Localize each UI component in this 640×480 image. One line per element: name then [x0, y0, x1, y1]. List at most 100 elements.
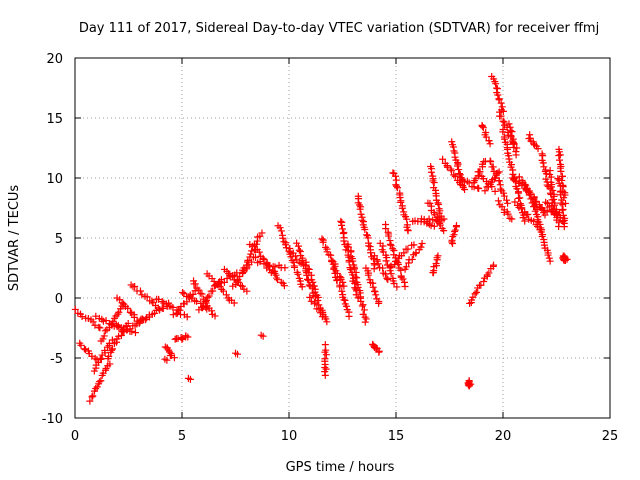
data-point — [387, 270, 395, 278]
data-point — [538, 226, 546, 234]
data-point — [404, 245, 412, 253]
data-point — [430, 222, 438, 230]
data-point — [375, 347, 383, 355]
data-point — [449, 240, 457, 248]
data-point — [345, 243, 353, 251]
y-tick-label: -10 — [42, 412, 63, 427]
data-point — [449, 143, 457, 151]
data-point — [448, 138, 456, 146]
data-point — [495, 177, 503, 185]
data-point — [437, 212, 445, 220]
data-point — [451, 226, 459, 234]
data-point — [559, 211, 567, 219]
data-point — [396, 194, 404, 202]
data-point — [351, 273, 359, 281]
data-point — [196, 289, 204, 297]
data-point — [408, 255, 416, 263]
data-point — [131, 283, 139, 291]
data-point — [549, 186, 557, 194]
data-point — [401, 282, 409, 290]
data-point — [218, 285, 226, 293]
data-point — [386, 240, 394, 248]
data-point — [204, 293, 212, 301]
data-point — [361, 318, 369, 326]
data-point — [417, 243, 425, 251]
data-point — [259, 332, 267, 340]
data-point — [385, 232, 393, 240]
data-point — [533, 203, 541, 211]
data-point — [510, 176, 518, 184]
data-point — [342, 302, 350, 310]
data-point — [234, 350, 241, 358]
data-point — [259, 254, 267, 262]
tick-labels: 0 5 10 15 20 25 -10 -5 0 5 10 15 20 — [42, 52, 619, 444]
data-point — [490, 261, 498, 269]
data-point — [524, 210, 532, 218]
data-point — [93, 383, 101, 391]
data-point — [256, 258, 264, 266]
y-tick-label: 15 — [46, 112, 63, 127]
data-point — [433, 213, 441, 221]
data-point — [252, 240, 260, 248]
data-point — [340, 282, 348, 290]
data-point — [397, 273, 405, 281]
data-point — [108, 336, 116, 344]
data-point — [95, 323, 103, 331]
data-point — [494, 91, 502, 99]
data-point — [105, 324, 113, 332]
data-point — [497, 185, 505, 193]
data-point — [479, 124, 487, 132]
data-point — [365, 242, 373, 250]
data-point — [537, 204, 545, 212]
data-point — [238, 282, 246, 290]
data-point — [544, 251, 552, 259]
data-point — [397, 198, 405, 206]
data-point — [557, 199, 565, 207]
data-point — [412, 249, 420, 257]
data-point — [542, 198, 550, 206]
data-point — [369, 255, 377, 263]
data-point — [537, 224, 545, 232]
data-point — [124, 304, 132, 312]
data-point — [403, 215, 411, 223]
x-tick-label: 0 — [71, 429, 79, 444]
data-point — [508, 215, 516, 223]
data-point — [534, 145, 542, 153]
data-point — [563, 255, 571, 263]
data-point — [201, 297, 209, 305]
data-point — [202, 297, 210, 305]
data-point — [538, 232, 546, 240]
data-point — [427, 168, 435, 176]
data-point — [345, 312, 353, 320]
data-point — [491, 187, 499, 195]
x-axis-label: GPS time / hours — [286, 460, 395, 475]
data-point — [382, 257, 390, 265]
data-point — [123, 326, 131, 334]
data-point — [400, 249, 408, 257]
y-tick-label: 0 — [55, 292, 63, 307]
data-point — [340, 237, 348, 245]
x-tick-label: 10 — [281, 429, 298, 444]
data-point — [371, 252, 379, 260]
chart-title: Day 111 of 2017, Sidereal Day-to-day VTE… — [79, 21, 599, 36]
data-point — [515, 194, 523, 202]
data-point — [271, 269, 279, 277]
data-point — [92, 312, 100, 320]
data-point — [498, 103, 506, 111]
data-point — [486, 140, 494, 148]
data-point — [315, 305, 323, 313]
data-point — [222, 291, 230, 299]
data-point — [291, 263, 299, 271]
data-point — [393, 283, 401, 291]
y-tick-label: 10 — [46, 172, 63, 187]
data-point — [338, 221, 346, 229]
data-point — [92, 384, 100, 392]
data-point — [469, 293, 477, 301]
data-point — [287, 253, 295, 261]
data-point — [345, 258, 353, 266]
data-point — [475, 172, 483, 180]
data-point — [228, 273, 236, 281]
data-point — [282, 241, 290, 249]
data-point — [367, 249, 375, 257]
data-point — [438, 216, 446, 224]
